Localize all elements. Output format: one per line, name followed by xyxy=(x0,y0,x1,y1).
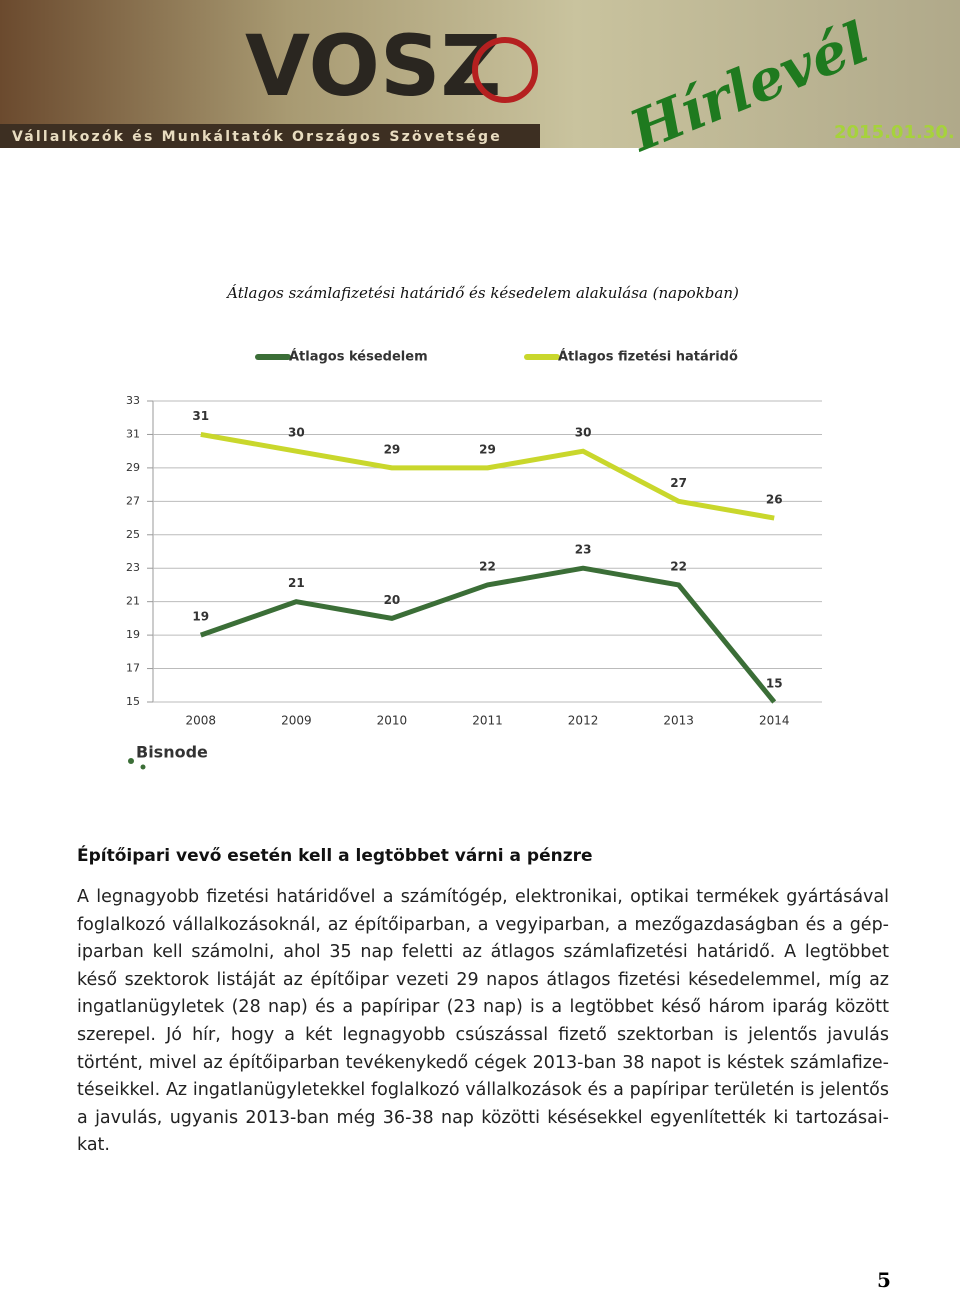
header-banner xyxy=(0,0,960,148)
logo-emblem xyxy=(472,37,538,103)
y-tick-label: 21 xyxy=(126,595,140,608)
data-label: 30 xyxy=(288,426,305,440)
data-label: 29 xyxy=(384,442,401,456)
section-heading: Építőipari vevő esetén kell a legtöbbet … xyxy=(77,846,593,866)
series-line xyxy=(199,565,777,704)
x-tick-label: 2013 xyxy=(663,714,694,728)
text-line: a javulás, ugyanis 2013-ban még 36-38 na… xyxy=(77,1107,889,1128)
data-label: 21 xyxy=(288,576,305,590)
x-tick-label: 2014 xyxy=(759,714,790,728)
x-tick-label: 2012 xyxy=(568,714,599,728)
x-tick-label: 2009 xyxy=(281,714,312,728)
y-tick-label: 31 xyxy=(126,427,140,440)
y-tick-label: 15 xyxy=(126,695,140,708)
text-line: ingatlanügyletek (28 nap) és a papíripar… xyxy=(77,997,889,1018)
y-tick-label: 29 xyxy=(126,461,140,474)
x-tick-label: 2008 xyxy=(186,714,217,728)
data-label: 23 xyxy=(575,543,592,557)
source-logo-dot xyxy=(140,764,146,770)
data-label: 27 xyxy=(670,476,687,490)
source-logo: Bisnode xyxy=(136,743,208,762)
paragraph: A legnagyobb fizetési határidővel a szám… xyxy=(77,884,889,1160)
page-number: 5 xyxy=(877,1268,891,1292)
data-label: 26 xyxy=(766,493,783,507)
subtitle: Vállalkozók és Munkáltatók Országos Szöv… xyxy=(12,129,502,145)
legend-label: Átlagos fizetési határidő xyxy=(558,349,738,365)
x-tick-label: 2011 xyxy=(472,714,503,728)
date: 2015.01.30. xyxy=(834,122,955,143)
logo: VOSZ xyxy=(245,17,501,115)
text-line: iparban kell számolni, ahol 35 nap felet… xyxy=(77,942,889,963)
source-logo-dot xyxy=(128,758,134,764)
y-tick-label: 23 xyxy=(126,561,140,574)
text-line: A legnagyobb fizetési határidővel a szám… xyxy=(77,887,889,907)
data-label: 19 xyxy=(192,610,209,624)
data-label: 15 xyxy=(766,677,783,691)
data-label: 30 xyxy=(575,426,592,440)
series-line xyxy=(200,431,775,521)
y-tick-label: 27 xyxy=(126,494,140,507)
y-tick-label: 25 xyxy=(126,528,140,541)
text-line: történt, mivel az építőiparban tevékenyk… xyxy=(77,1052,889,1073)
text-line: foglalkozó vállalkozásoknál, az építőipa… xyxy=(77,914,889,935)
data-label: 29 xyxy=(479,442,496,456)
text-line: téseikkel. Az ingatlanügyletekkel foglal… xyxy=(77,1080,889,1101)
y-tick-label: 19 xyxy=(126,628,140,641)
y-tick-label: 17 xyxy=(126,662,140,675)
chart-title: Átlagos számlafizetési határidő és késed… xyxy=(225,284,739,302)
text-line: késő szektorok listáját az építőipar vez… xyxy=(77,969,889,990)
art: VOSZ Vállalkozók és Munkáltatók Országos… xyxy=(0,0,960,770)
legend-label: Átlagos késedelem xyxy=(289,349,428,365)
data-label: 22 xyxy=(479,559,496,573)
y-tick-label: 33 xyxy=(126,394,140,407)
header-strip xyxy=(0,124,540,148)
data-label: 22 xyxy=(670,559,687,573)
data-label: 31 xyxy=(192,409,209,423)
text-line: kat. xyxy=(77,1135,110,1156)
x-tick-label: 2010 xyxy=(377,714,408,728)
data-label: 20 xyxy=(384,593,401,607)
text-line: szerepel. Jó hír, hogy a két legnagyobb … xyxy=(77,1024,889,1045)
